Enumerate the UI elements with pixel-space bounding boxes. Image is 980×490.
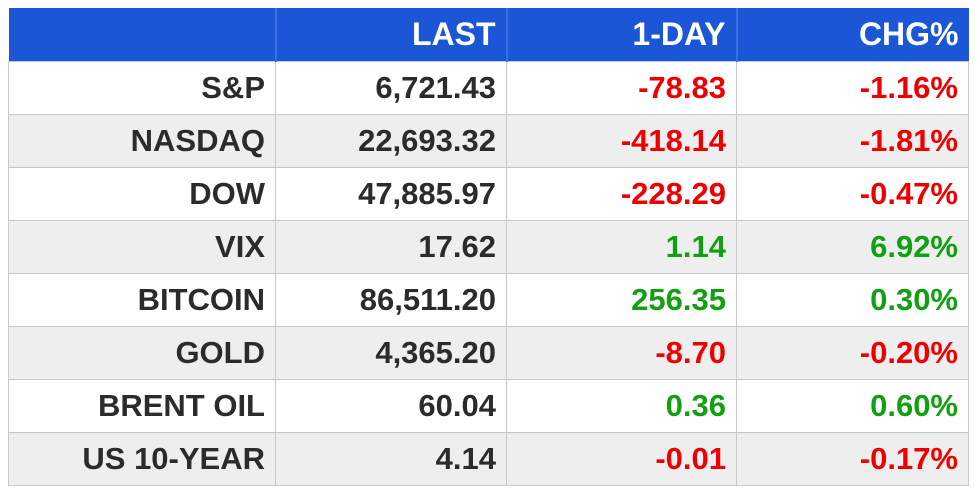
day-change: -228.29 <box>506 166 737 221</box>
instrument-name: US 10-YEAR <box>8 431 276 486</box>
instrument-name: DOW <box>8 166 276 221</box>
last-value: 47,885.97 <box>275 166 507 221</box>
table-row: US 10-YEAR 4.14 -0.01 -0.17% <box>8 431 969 486</box>
table-row: S&P 6,721.43 -78.83 -1.16% <box>8 60 969 115</box>
table-header: LAST 1-DAY CHG% <box>8 8 969 61</box>
day-change: -418.14 <box>506 113 737 168</box>
header-row: LAST 1-DAY CHG% <box>8 8 969 61</box>
table-body: S&P 6,721.43 -78.83 -1.16% NASDAQ 22,693… <box>8 60 969 486</box>
pct-change: -1.81% <box>736 113 969 168</box>
last-value: 4,365.20 <box>275 325 507 380</box>
day-change: 0.36 <box>506 378 737 433</box>
header-last: LAST <box>274 8 507 61</box>
day-change: -78.83 <box>506 60 737 115</box>
pct-change: -0.17% <box>736 431 969 486</box>
table-row: BITCOIN 86,511.20 256.35 0.30% <box>8 272 969 327</box>
pct-change: -0.20% <box>736 325 969 380</box>
header-1-day: 1-DAY <box>505 8 737 61</box>
pct-change: 6.92% <box>736 219 969 274</box>
pct-change: 0.30% <box>736 272 969 327</box>
table-row: NASDAQ 22,693.32 -418.14 -1.81% <box>8 113 969 168</box>
instrument-name: S&P <box>8 60 276 115</box>
instrument-name: NASDAQ <box>8 113 276 168</box>
table-row: GOLD 4,365.20 -8.70 -0.20% <box>8 325 969 380</box>
instrument-name: GOLD <box>8 325 276 380</box>
pct-change: -0.47% <box>736 166 969 221</box>
last-value: 86,511.20 <box>275 272 507 327</box>
last-value: 6,721.43 <box>275 60 507 115</box>
instrument-name: BRENT OIL <box>8 378 276 433</box>
pct-change: 0.60% <box>736 378 969 433</box>
instrument-name: VIX <box>8 219 276 274</box>
table-row: DOW 47,885.97 -228.29 -0.47% <box>8 166 969 221</box>
last-value: 60.04 <box>275 378 507 433</box>
market-summary-table: LAST 1-DAY CHG% S&P 6,721.43 -78.83 -1.1… <box>8 8 969 486</box>
table-row: VIX 17.62 1.14 6.92% <box>8 219 969 274</box>
day-change: -0.01 <box>506 431 737 486</box>
pct-change: -1.16% <box>736 60 969 115</box>
instrument-name: BITCOIN <box>8 272 276 327</box>
table-row: BRENT OIL 60.04 0.36 0.60% <box>8 378 969 433</box>
last-value: 17.62 <box>275 219 507 274</box>
day-change: 1.14 <box>506 219 737 274</box>
last-value: 4.14 <box>275 431 507 486</box>
last-value: 22,693.32 <box>275 113 507 168</box>
header-chg-pct: CHG% <box>735 8 969 61</box>
day-change: 256.35 <box>506 272 737 327</box>
day-change: -8.70 <box>506 325 737 380</box>
header-name <box>8 8 276 61</box>
